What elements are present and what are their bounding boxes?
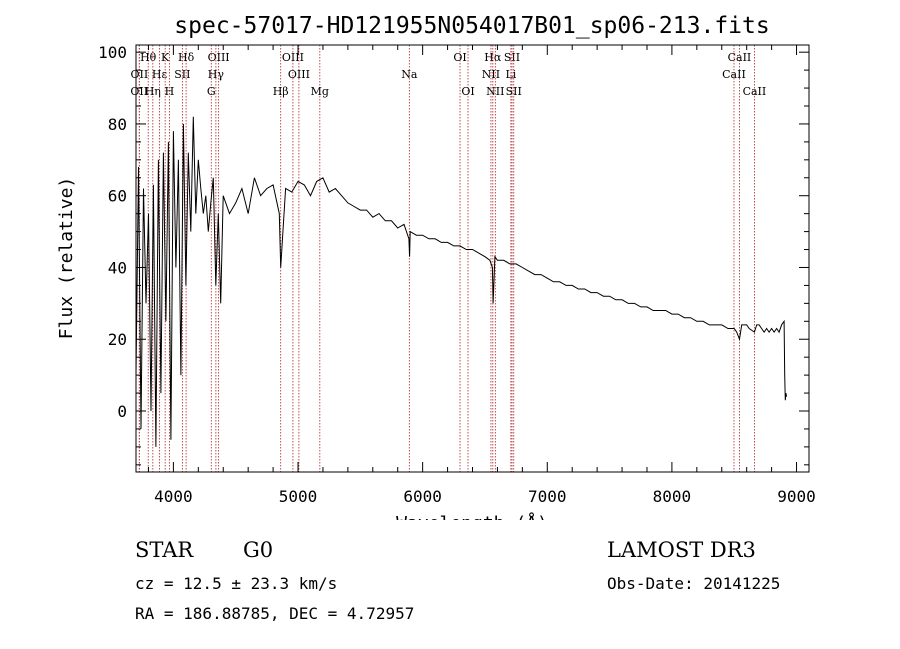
- line-label-26: SII: [506, 85, 522, 98]
- line-label-20: H: [165, 85, 175, 98]
- x-tick-label: 4000: [154, 487, 193, 506]
- x-tick-label: 5000: [279, 487, 318, 506]
- line-label-25: NII: [486, 85, 504, 98]
- line-label-2: Hδ: [178, 51, 195, 64]
- line-label-4: OIII: [282, 51, 304, 64]
- obs-date: Obs-Date: 20141225: [607, 574, 781, 593]
- y-tick-label: 80: [108, 115, 127, 134]
- x-tick-label: 9000: [777, 487, 816, 506]
- spectrum-line: [135, 116, 788, 447]
- survey-label: LAMOST DR3: [607, 538, 756, 562]
- y-tick-label: 100: [98, 43, 127, 62]
- line-label-24: OI: [461, 85, 474, 98]
- line-label-14: Na: [401, 68, 418, 81]
- spectrum-chart: spec-57017-HD121955N054017B01_sp06-213.f…: [56, 13, 816, 520]
- spectrum-series: [135, 116, 788, 447]
- y-axis-label: Flux (relative): [56, 177, 77, 340]
- line-label-13: OIII: [288, 68, 310, 81]
- line-label-17: CaII: [722, 68, 746, 81]
- line-label-21: G: [207, 85, 216, 98]
- coordinates: RA = 186.88785, DEC = 4.72957: [135, 604, 415, 623]
- x-tick-label: 7000: [528, 487, 567, 506]
- object-subclass: G0: [243, 538, 274, 562]
- line-label-3: OIII: [208, 51, 230, 64]
- line-label-8: CaII: [728, 51, 752, 64]
- x-axis-label: Wavelength (Å): [396, 512, 548, 520]
- line-label-15: NII: [482, 68, 500, 81]
- redshift-text: cz = 12.5 ± 23.3 km/s: [135, 574, 338, 593]
- chart-title: spec-57017-HD121955N054017B01_sp06-213.f…: [174, 13, 769, 39]
- line-label-7: SII: [504, 51, 520, 64]
- y-tick-label: 40: [108, 258, 127, 277]
- line-label-6: Hα: [484, 51, 502, 64]
- line-label-1: K: [161, 51, 170, 64]
- line-label-0: Hθ: [140, 51, 157, 64]
- y-axis: 0 20 40 60 80 100: [98, 43, 809, 466]
- object-class: STAR: [135, 538, 194, 562]
- line-label-10: Hε: [152, 68, 168, 81]
- line-label-16: Li: [505, 68, 516, 81]
- y-tick-label: 20: [108, 330, 127, 349]
- plot-frame: [135, 44, 810, 473]
- line-label-5: OI: [453, 51, 466, 64]
- line-label-22: Hβ: [273, 85, 289, 98]
- line-label-11: SII: [174, 68, 190, 81]
- x-tick-label: 8000: [653, 487, 692, 506]
- y-tick-label: 0: [117, 402, 127, 421]
- line-label-12: Hγ: [208, 68, 225, 81]
- line-label-18: OII: [130, 85, 148, 98]
- line-label-23: Mg: [311, 85, 329, 98]
- line-label-9: OII: [131, 68, 149, 81]
- x-axis: 4000 5000 6000 7000 8000 9000: [147, 45, 816, 506]
- x-tick-label: 6000: [403, 487, 442, 506]
- y-tick-label: 60: [108, 187, 127, 206]
- line-label-27: CaII: [743, 85, 767, 98]
- line-label-19: Hη: [145, 85, 161, 98]
